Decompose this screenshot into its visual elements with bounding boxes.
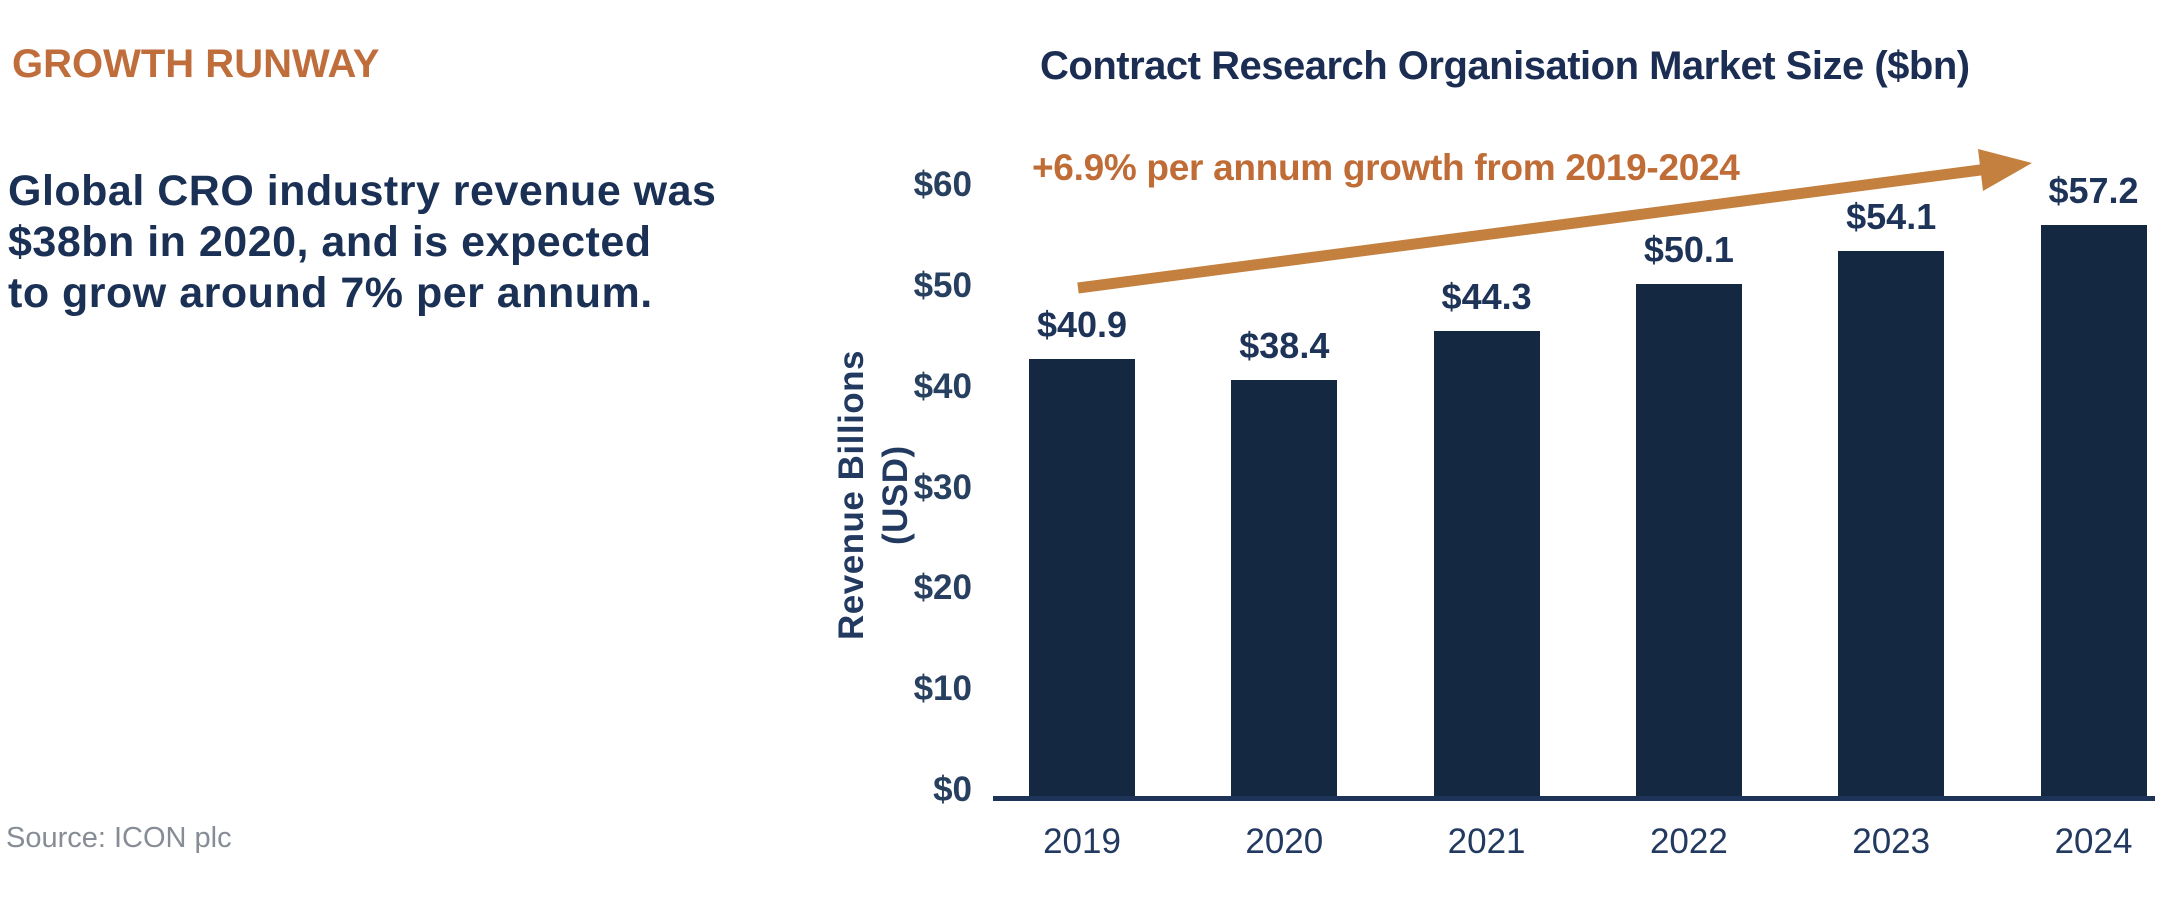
y-tick-50: $50 (913, 265, 972, 305)
source-caption: Source: ICON plc (6, 822, 232, 854)
bar-2021 (1433, 331, 1540, 800)
value-label-2023: $54.1 (1846, 195, 1937, 237)
x-tick-2023: 2023 (1852, 822, 1931, 861)
bar-2022 (1635, 283, 1742, 800)
y-tick-20: $20 (913, 568, 972, 608)
y-tick-60: $60 (913, 165, 972, 204)
x-tick-2022: 2022 (1649, 822, 1728, 861)
x-tick-2020: 2020 (1245, 822, 1324, 861)
value-label-2021: $44.3 (1441, 276, 1532, 318)
x-tick-2021: 2021 (1447, 822, 1526, 861)
y-tick-40: $40 (913, 366, 972, 406)
bar-2024 (2040, 225, 2147, 800)
value-label-2022: $50.1 (1643, 228, 1734, 270)
x-tick-2024: 2024 (2054, 822, 2133, 861)
section-heading: GROWTH RUNWAY (12, 42, 380, 86)
bar-2023 (1838, 250, 1945, 800)
value-label-2019: $40.9 (1036, 304, 1128, 346)
x-axis-line (993, 796, 2155, 801)
y-tick-10: $10 (913, 669, 972, 709)
bar-2020 (1231, 380, 1338, 800)
chart-title: Contract Research Organisation Market Si… (1040, 44, 1970, 88)
x-tick-2019: 2019 (1043, 822, 1121, 861)
value-label-2020: $38.4 (1239, 325, 1330, 366)
y-tick-0: $0 (933, 770, 972, 809)
y-tick-30: $30 (913, 467, 972, 507)
value-label-2024: $57.2 (2048, 170, 2139, 212)
bar-2019 (1029, 359, 1135, 800)
intro-paragraph: Global CRO industry revenue was $38bn in… (8, 167, 717, 317)
growth-annotation-text: +6.9% per annum growth from 2019-2024 (1032, 147, 1740, 188)
